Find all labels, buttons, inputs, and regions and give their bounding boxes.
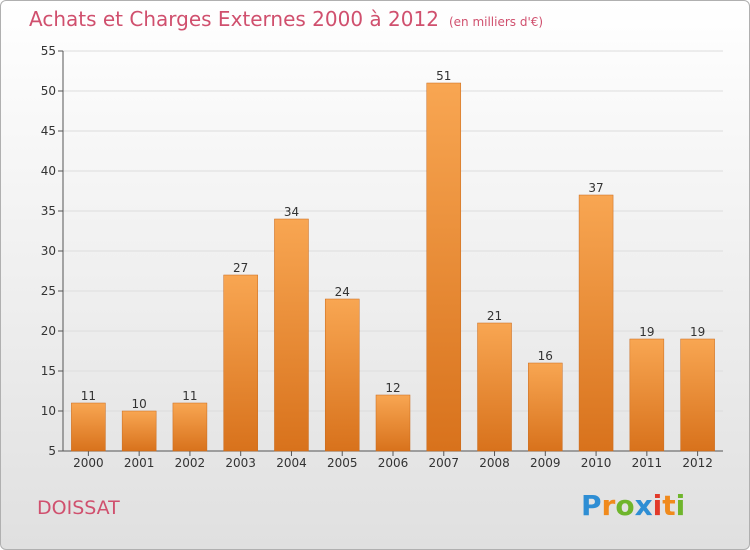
brand-letter: r — [601, 489, 616, 522]
commune-name: DOISSAT — [37, 497, 120, 519]
bar-value-label: 12 — [385, 381, 400, 395]
x-tick-label: 2005 — [327, 456, 358, 470]
chart-title-text: Achats et Charges Externes 2000 à 2012 — [29, 7, 439, 31]
bar-value-label: 11 — [182, 389, 197, 403]
x-tick-label: 2001 — [124, 456, 155, 470]
brand-letter: i — [652, 489, 663, 522]
y-tick-label: 20 — [41, 324, 56, 338]
bar — [71, 402, 106, 452]
bar-value-label: 16 — [538, 349, 553, 363]
chart-unit: (en milliers d'€) — [448, 15, 544, 29]
x-tick-label: 2004 — [276, 456, 307, 470]
bar — [477, 322, 512, 452]
bar-value-label: 37 — [588, 181, 603, 195]
bar — [172, 402, 208, 452]
y-tick-label: 40 — [41, 164, 56, 178]
x-tick-label: 2009 — [530, 456, 561, 470]
bar — [426, 82, 462, 452]
bar-value-label: 11 — [81, 389, 96, 403]
bar-value-label: 19 — [690, 325, 705, 339]
bar — [629, 338, 665, 452]
y-tick-label: 55 — [41, 44, 56, 58]
y-tick-label: 45 — [41, 124, 56, 138]
x-tick-label: 2008 — [479, 456, 510, 470]
x-tick-label: 2011 — [632, 456, 663, 470]
brand-letter: i — [675, 489, 686, 522]
bars — [71, 82, 715, 452]
bar — [680, 338, 715, 452]
brand-letter: t — [662, 489, 676, 522]
bar — [121, 410, 157, 452]
y-tick-label: 10 — [41, 404, 56, 418]
data-labels: 11 10 11 27 34 24 12 51 21 16 37 19 19 — [81, 69, 706, 411]
y-tick-label: 50 — [41, 84, 56, 98]
brand-letter: x — [634, 489, 653, 522]
bar — [223, 274, 258, 452]
bar-value-label: 51 — [436, 69, 451, 83]
bar — [375, 394, 411, 452]
bar — [528, 362, 563, 452]
bar-value-label: 24 — [335, 285, 350, 299]
x-tick-label: 2003 — [225, 456, 256, 470]
y-tick-label: 35 — [41, 204, 56, 218]
brand-letter: o — [615, 489, 635, 522]
x-tick-label: 2000 — [73, 456, 104, 470]
brand-letter: P — [581, 489, 602, 522]
bar — [578, 194, 614, 452]
x-tick-label: 2006 — [378, 456, 409, 470]
proxiti-logo[interactable]: Proxiti — [581, 489, 685, 522]
x-tick-label: 2010 — [581, 456, 612, 470]
bar — [274, 218, 309, 452]
x-tick-label: 2012 — [682, 456, 713, 470]
bar-value-label: 27 — [233, 261, 248, 275]
x-tick-label: 2002 — [175, 456, 206, 470]
chart-title: Achats et Charges Externes 2000 à 2012 (e… — [29, 7, 543, 31]
bar-value-label: 10 — [132, 397, 147, 411]
y-tick-label: 30 — [41, 244, 56, 258]
y-tick-label: 5 — [48, 444, 56, 458]
y-tick-label: 25 — [41, 284, 56, 298]
bar — [324, 298, 360, 452]
bar-value-label: 21 — [487, 309, 502, 323]
y-tick-label: 15 — [41, 364, 56, 378]
bar-value-label: 34 — [284, 205, 299, 219]
x-tick-label: 2007 — [428, 456, 459, 470]
bar-value-label: 19 — [639, 325, 654, 339]
